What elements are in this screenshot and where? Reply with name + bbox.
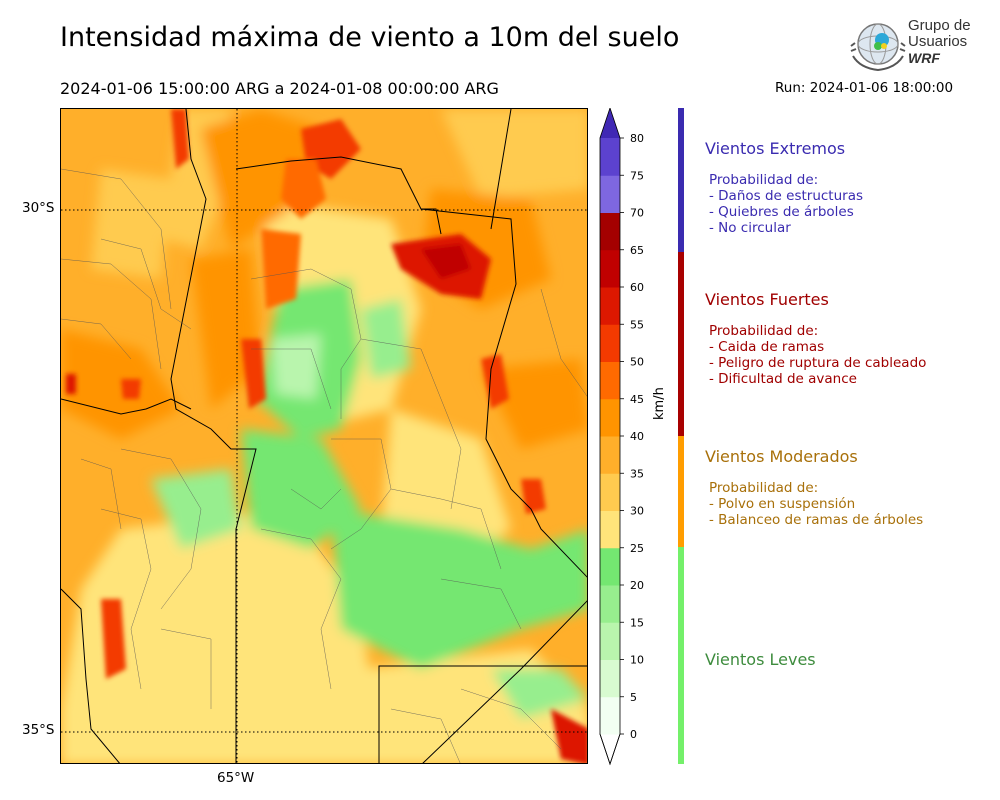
lat-label-35s: 35°S [22, 722, 55, 738]
category-color-bar [678, 436, 684, 547]
wind-category-line: - Quiebres de árboles [709, 204, 854, 220]
lat-label-30s: 30°S [22, 200, 55, 216]
wind-category: Vientos Moderados Probabilidad de: - Polvo… [705, 447, 923, 528]
wind-category-line: - Dificultad de avance [709, 371, 857, 387]
colorbar-band [600, 473, 620, 511]
colorbar-tick-label: 20 [630, 579, 644, 592]
colorbar-band [600, 510, 620, 549]
wind-category-title: Vientos Fuertes [705, 290, 829, 309]
category-color-bar [678, 108, 684, 252]
wind-category-title: Vientos Leves [705, 650, 816, 669]
category-color-bar [678, 547, 684, 764]
wind-category-line: - No circular [709, 220, 791, 236]
forecast-period: 2024-01-06 15:00:00 ARG a 2024-01-08 00:… [60, 79, 499, 98]
logo-line-3: WRF [908, 50, 940, 66]
colorbar-tick-label: 80 [630, 132, 644, 145]
globe-logo-icon [850, 23, 906, 72]
colorbar-tick-label: 55 [630, 318, 644, 331]
colorbar-band [600, 212, 620, 251]
colorbar-tick-label: 75 [630, 169, 644, 182]
colorbar-band [600, 249, 620, 288]
colorbar-band [600, 287, 620, 325]
wind-category-line: Probabilidad de: [709, 172, 819, 188]
wind-category-line: Probabilidad de: [709, 323, 819, 339]
colorbar-tick-label: 10 [630, 654, 644, 667]
colorbar-tick-label: 5 [630, 691, 637, 704]
wind-field-svg [61, 109, 587, 763]
colorbar-tick-label: 45 [630, 393, 644, 406]
run-time: Run: 2024-01-06 18:00:00 [775, 80, 954, 96]
wind-category-line: Probabilidad de: [709, 480, 819, 496]
colorbar-band [600, 547, 620, 586]
wind-map [60, 108, 588, 764]
wind-category-description: Probabilidad de: - Daños de estructuras - … [709, 172, 863, 236]
wind-category-line: - Balanceo de ramas de árboles [709, 512, 924, 528]
wind-category-line: - Polvo en suspensión [709, 496, 856, 512]
colorbar-tick-label: 30 [630, 505, 644, 518]
wind-category-description: Probabilidad de: - Polvo en suspensión - B… [709, 480, 923, 528]
colorbar-tick-label: 50 [630, 356, 644, 369]
logo-line-2: Usuarios [908, 33, 968, 50]
colorbar: 0 5 10 15 20 25 30 35 40 45 50 55 60 65 70 75 80 [599, 108, 644, 766]
chart-title: Intensidad máxima de viento a 10m del su… [60, 22, 680, 53]
wind-category-line: - Daños de estructuras [709, 188, 864, 204]
colorbar-band [600, 659, 620, 698]
colorbar-tick-label: 35 [630, 467, 644, 480]
colorbar-band [600, 361, 620, 400]
colorbar-unit-label: km/h [652, 387, 667, 420]
colorbar-tick-label: 40 [630, 430, 644, 443]
wind-category-line: - Peligro de ruptura de cableado [709, 355, 927, 371]
colorbar-max-extension [600, 108, 620, 138]
colorbar-band [600, 398, 620, 437]
colorbar-band [600, 696, 620, 735]
colorbar-tick-label: 0 [630, 728, 637, 741]
wind-category: Vientos Extremos Probabilidad de: - Daños … [705, 139, 863, 236]
wind-category-title: Vientos Moderados [705, 447, 858, 466]
colorbar-band [600, 324, 620, 362]
colorbar-band [600, 175, 620, 213]
wind-category: Vientos Leves [705, 650, 816, 669]
lon-label-65w: 65°W [217, 770, 255, 786]
colorbar-tick-label: 65 [630, 244, 644, 257]
colorbar-tick-label: 70 [630, 207, 644, 220]
colorbar-band [600, 436, 620, 474]
wind-category-title: Vientos Extremos [705, 139, 846, 158]
colorbar-band [600, 138, 620, 176]
colorbar-tick-label: 25 [630, 542, 644, 555]
colorbar-tick-label: 60 [630, 281, 644, 294]
colorbar-tick-label: 15 [630, 616, 644, 629]
wind-category: Vientos Fuertes Probabilidad de: - Caida d… [705, 290, 926, 387]
grupo-usuarios-wrf-logo: Grupo de Usuarios WRF [848, 16, 973, 74]
category-color-bar [678, 252, 684, 436]
colorbar-band [600, 622, 620, 660]
wind-category-line: - Caida de ramas [709, 339, 825, 355]
colorbar-min-extension [599, 733, 621, 766]
logo-line-1: Grupo de [908, 17, 971, 34]
colorbar-band [600, 585, 620, 623]
wind-category-description: Probabilidad de: - Caida de ramas - Peligr… [709, 323, 926, 387]
